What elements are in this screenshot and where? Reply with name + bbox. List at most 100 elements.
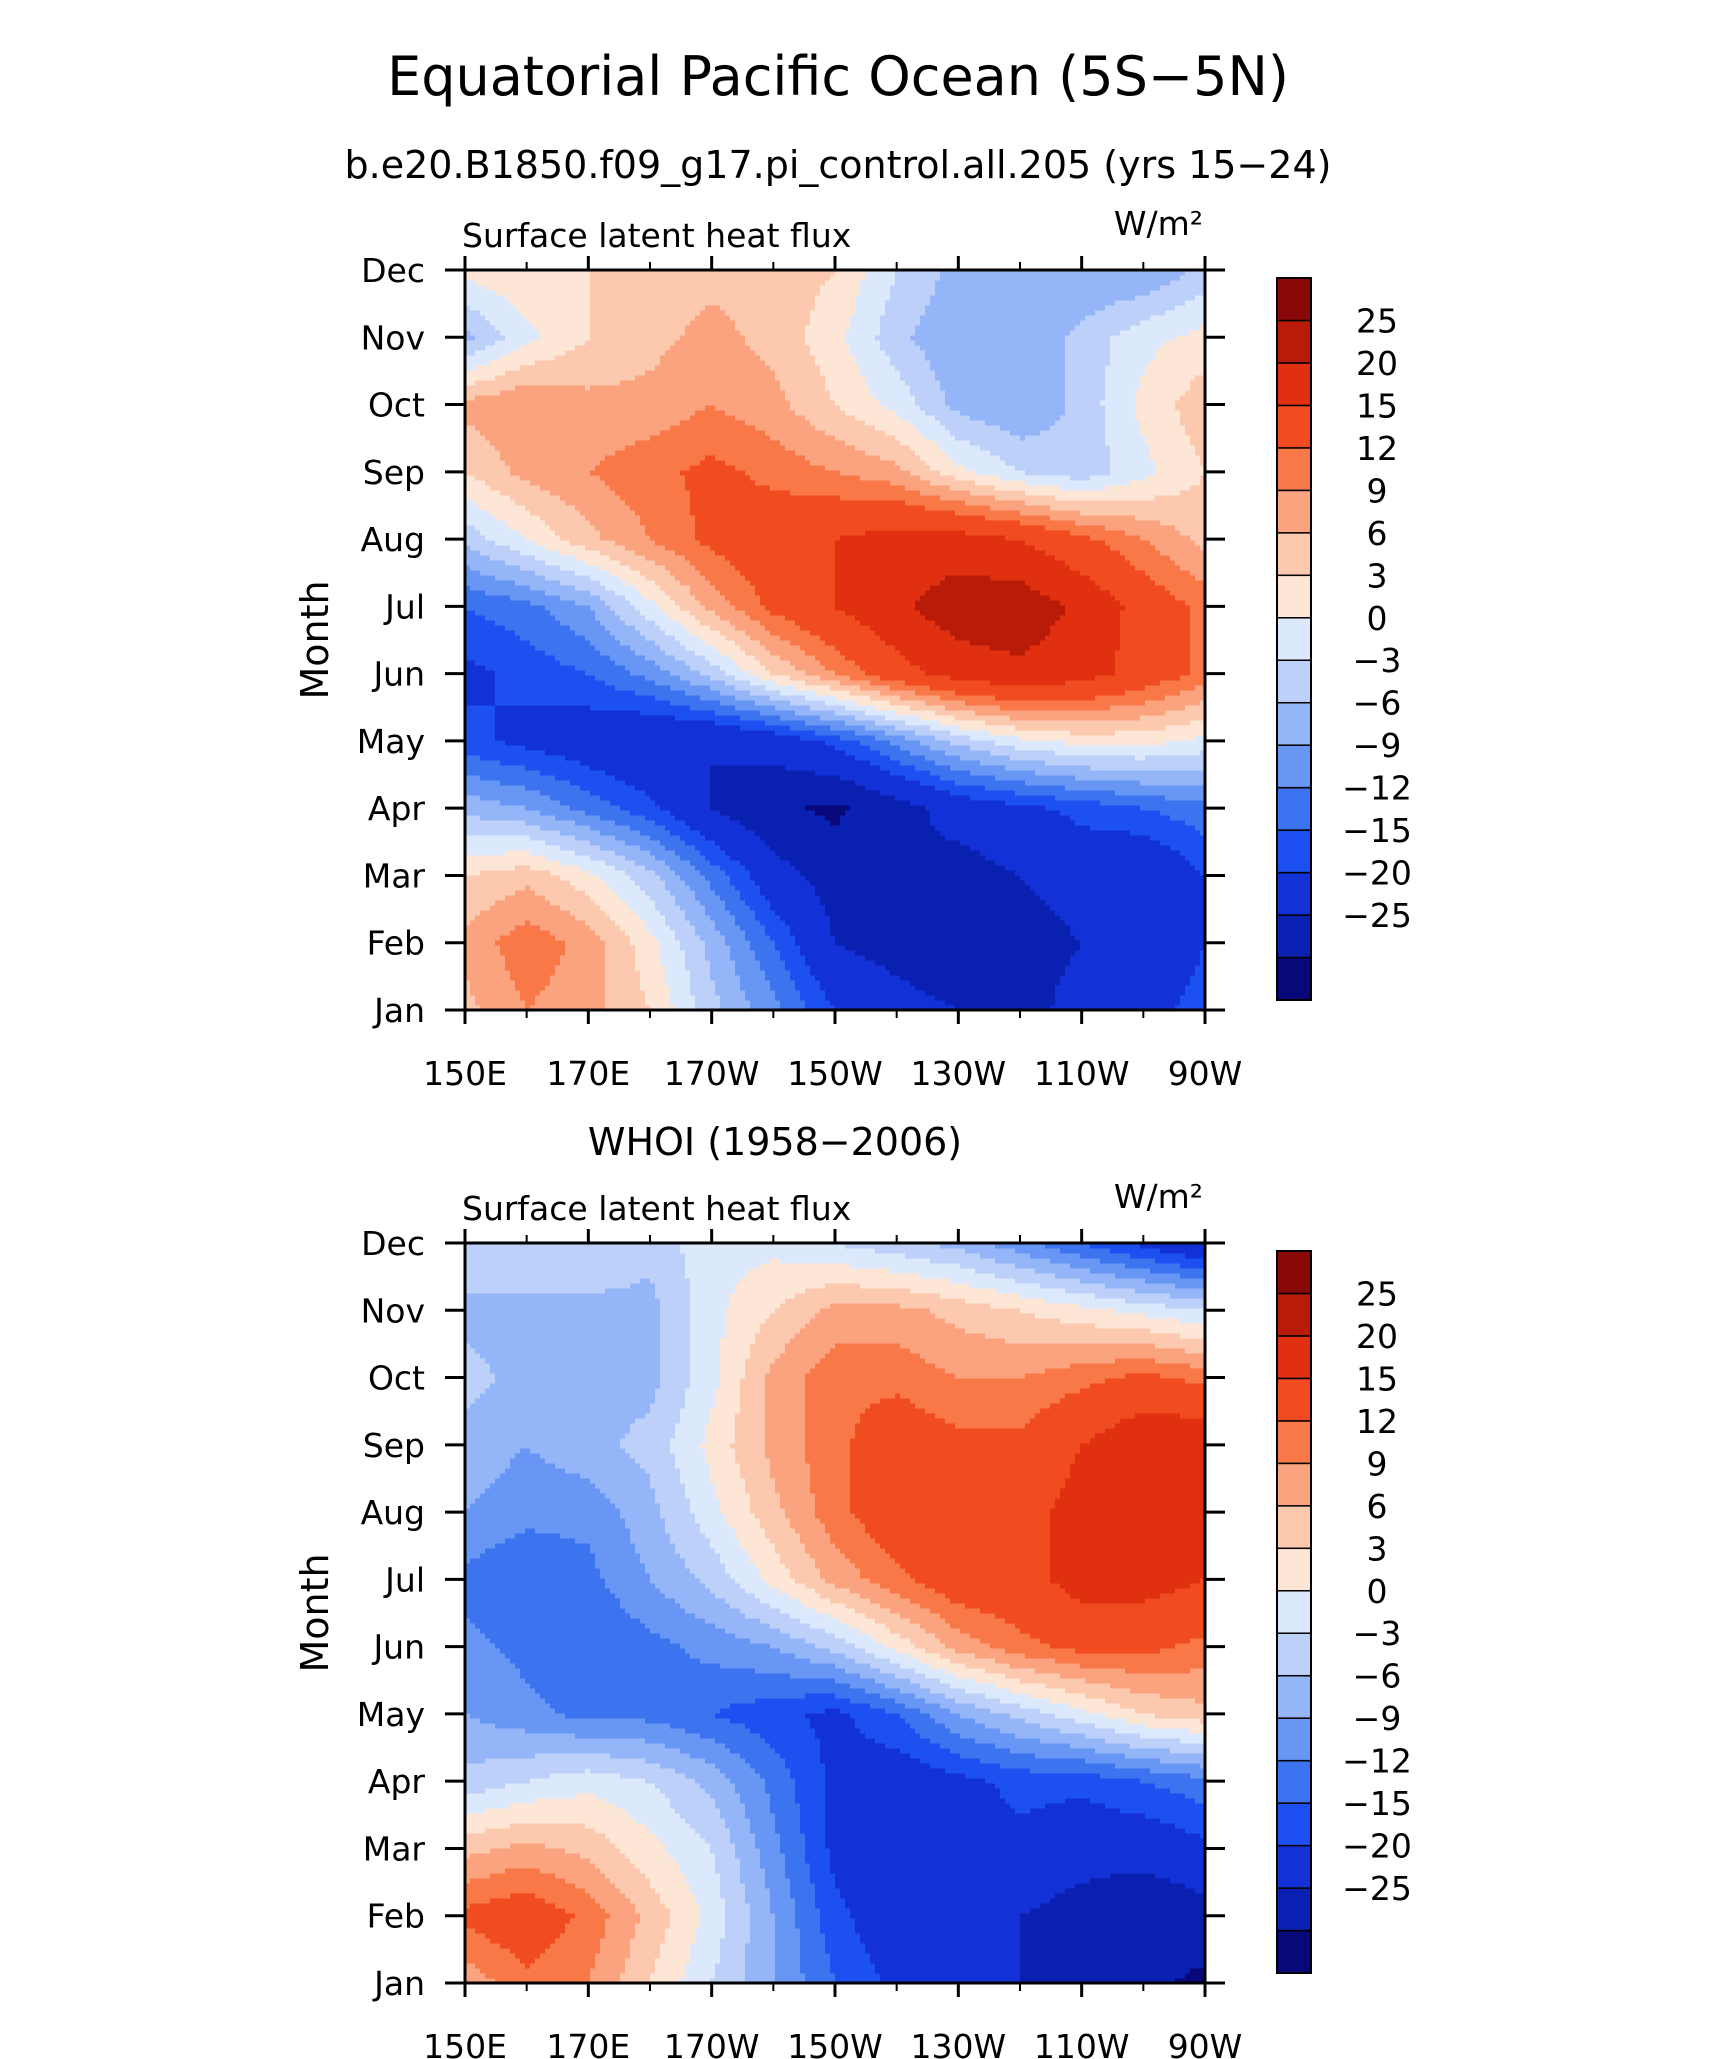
heatmap-cell (850, 895, 856, 901)
heatmap-cell (1100, 985, 1106, 991)
heatmap-cell (955, 900, 961, 906)
heatmap-cell (580, 920, 586, 926)
heatmap-cell (1145, 980, 1151, 986)
heatmap-cell (1085, 990, 1091, 996)
heatmap-cell (775, 895, 781, 901)
heatmap-cell (1065, 975, 1071, 981)
heatmap-cell (670, 880, 676, 886)
heatmap-cell (940, 1000, 946, 1006)
heatmap-cell (640, 890, 646, 896)
heatmap-cell (625, 900, 631, 906)
heatmap-cell (1010, 930, 1016, 936)
heatmap-cell (490, 970, 496, 976)
heatmap-cell (1150, 950, 1156, 956)
heatmap-cell (515, 875, 521, 881)
heatmap-cell (475, 905, 481, 911)
heatmap-cell (1145, 915, 1151, 921)
heatmap-cell (520, 945, 526, 951)
heatmap-cell (680, 920, 686, 926)
heatmap-cell (710, 895, 716, 901)
heatmap-cell (925, 990, 931, 996)
heatmap-cell (585, 995, 591, 1001)
heatmap-cell (685, 995, 691, 1001)
heatmap-cell (700, 880, 706, 886)
heatmap-cell (790, 965, 796, 971)
heatmap-cell (690, 945, 696, 951)
heatmap-cell (1025, 885, 1031, 891)
heatmap-cell (860, 955, 866, 961)
heatmap-cell (935, 875, 941, 881)
heatmap-cell (800, 995, 806, 1001)
heatmap-cell (495, 1000, 501, 1006)
heatmap-cell (1115, 930, 1121, 936)
heatmap-cell (1130, 940, 1136, 946)
heatmap-cell (1110, 930, 1116, 936)
heatmap-cell (1115, 990, 1121, 996)
heatmap-cell (680, 935, 686, 941)
heatmap-cell (1185, 890, 1191, 896)
heatmap-cell (970, 990, 976, 996)
heatmap-cell (735, 995, 741, 1001)
heatmap-cell (540, 935, 546, 941)
heatmap-cell (965, 900, 971, 906)
heatmap-cell (525, 895, 531, 901)
heatmap-cell (825, 875, 831, 881)
heatmap-cell (955, 925, 961, 931)
heatmap-cell (510, 870, 516, 876)
heatmap-cell (595, 895, 601, 901)
heatmap-cell (775, 965, 781, 971)
heatmap-cell (860, 945, 866, 951)
heatmap-cell (1165, 925, 1171, 931)
heatmap-cell (630, 990, 636, 996)
heatmap-cell (720, 880, 726, 886)
heatmap-cell (740, 985, 746, 991)
heatmap-cell (750, 875, 756, 881)
heatmap-cell (905, 985, 911, 991)
heatmap-cell (745, 960, 751, 966)
heatmap-cell (790, 885, 796, 891)
heatmap-cell (570, 975, 576, 981)
heatmap-cell (1025, 980, 1031, 986)
heatmap-cell (1095, 985, 1101, 991)
heatmap-cell (900, 920, 906, 926)
heatmap-cell (1010, 995, 1016, 1001)
heatmap-cell (590, 895, 596, 901)
heatmap-cell (1080, 980, 1086, 986)
heatmap-cell (645, 955, 651, 961)
heatmap-cell (600, 915, 606, 921)
heatmap-cell (810, 920, 816, 926)
heatmap-cell (770, 950, 776, 956)
heatmap-cell (540, 920, 546, 926)
heatmap-cell (1190, 895, 1196, 901)
heatmap-cell (1030, 1000, 1036, 1006)
heatmap-cell (795, 970, 801, 976)
heatmap-cell (1065, 895, 1071, 901)
heatmap-cell (480, 915, 486, 921)
heatmap-cell (955, 915, 961, 921)
heatmap-cell (1175, 985, 1181, 991)
heatmap-cell (485, 910, 491, 916)
heatmap-cell (720, 980, 726, 986)
heatmap-cell (1160, 980, 1166, 986)
heatmap-cell (530, 950, 536, 956)
heatmap-cell (1075, 890, 1081, 896)
heatmap-cell (1075, 905, 1081, 911)
heatmap-cell (1165, 940, 1171, 946)
heatmap-cell (585, 870, 591, 876)
heatmap-cell (705, 915, 711, 921)
heatmap-cell (995, 930, 1001, 936)
heatmap-cell (720, 945, 726, 951)
heatmap-cell (1145, 930, 1151, 936)
heatmap-cell (950, 990, 956, 996)
heatmap-cell (765, 965, 771, 971)
heatmap-cell (945, 960, 951, 966)
heatmap-cell (1090, 900, 1096, 906)
heatmap-cell (1185, 950, 1191, 956)
heatmap-cell (825, 995, 831, 1001)
heatmap-cell (655, 1000, 661, 1006)
heatmap-cell (840, 915, 846, 921)
heatmap-cell (820, 965, 826, 971)
heatmap-cell (585, 985, 591, 991)
heatmap-cell (850, 970, 856, 976)
heatmap-cell (580, 910, 586, 916)
